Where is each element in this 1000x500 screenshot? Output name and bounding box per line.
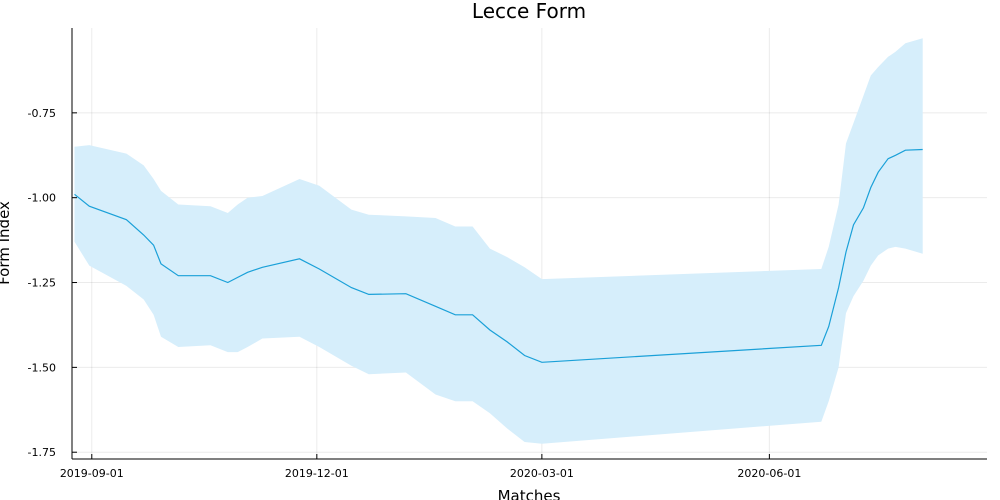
axes — [71, 28, 987, 460]
chart-title: Lecce Form — [472, 0, 586, 23]
y-tick-label: -1.00 — [28, 192, 56, 205]
y-tick-label: -1.50 — [28, 361, 56, 374]
form-index-line — [74, 148, 923, 363]
x-tick-label: 2020-06-01 — [737, 467, 801, 480]
form-line — [74, 148, 923, 363]
x-tick-label: 2020-03-01 — [510, 467, 574, 480]
y-tick-label: -1.75 — [28, 446, 56, 459]
x-tick-label: 2019-12-01 — [285, 467, 349, 480]
ticks: -0.75 -1.00 -1.25 -1.50 -1.75 2019-09-01 2019-… — [28, 107, 802, 480]
confidence-band-area — [74, 38, 923, 444]
y-tick-label: -1.25 — [28, 277, 56, 290]
y-axis-title: Form Index — [0, 201, 13, 285]
x-tick-label: 2019-09-01 — [60, 467, 124, 480]
y-tick-label: -0.75 — [28, 107, 56, 120]
confidence-band — [74, 38, 923, 444]
x-axis-title: Matches — [498, 487, 561, 500]
